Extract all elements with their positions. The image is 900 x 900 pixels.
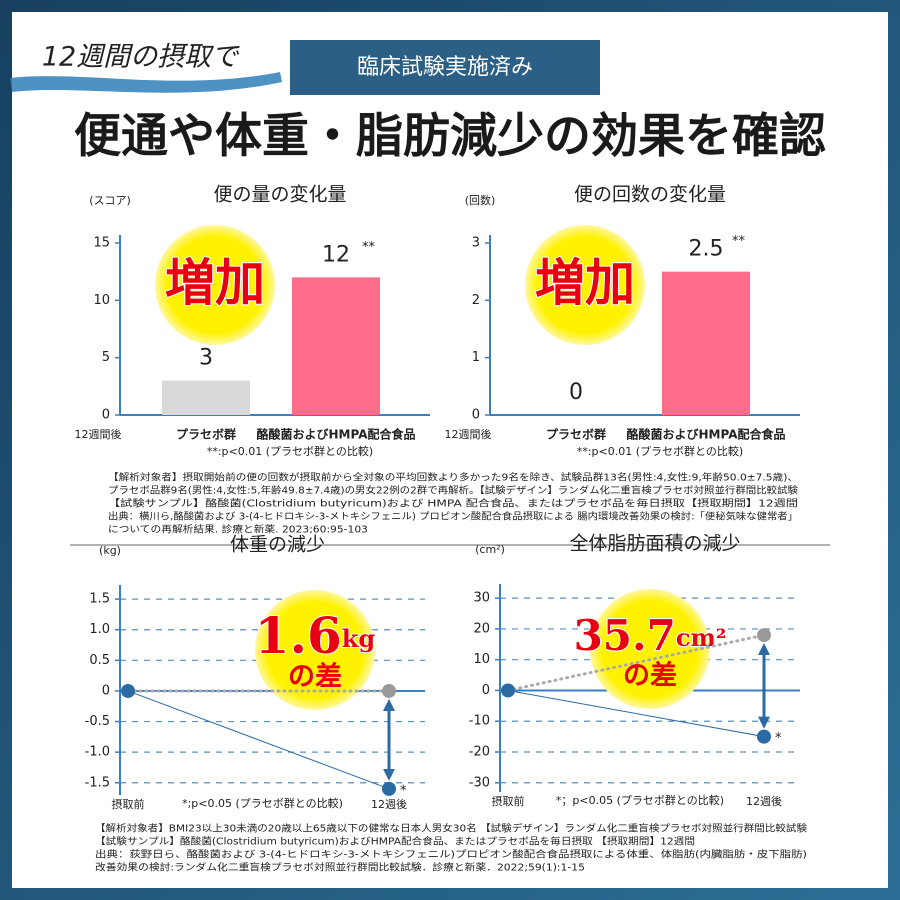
value-note: ** [732,234,746,249]
note-line: 出典：横川ら,酪酸菌および 3-(4-ヒドロキシ-3-メトキシフェニル) プロピ… [108,511,798,523]
y-tick-label: 30 [473,591,490,606]
footnote: *;p<0.05 (プラセボ群との比較) [182,796,343,810]
badge-text: 増加 [165,253,265,312]
y-tick-label: 10 [473,652,490,667]
badge-circle [255,590,375,710]
data-point [382,781,396,796]
badge-text: 増加 [535,253,635,312]
badge-unit: kg [342,624,376,653]
footnote: **:p<0.01 (プラセボ群との比較) [577,444,743,458]
y-tick-label: -20 [469,745,490,760]
value-label: 3 [199,346,213,371]
y-tick-label: 1.0 [89,622,110,637]
bar [162,380,250,415]
y-tick-label: -30 [469,775,490,790]
badge: 増加 [525,225,645,345]
data-point [382,683,396,698]
data-point [501,683,515,698]
note-line: についての再解析結果. 診療と新薬. 2023;60:95-103 [108,524,368,536]
y-tick-label: -1.5 [85,775,110,790]
bar [662,271,750,415]
y-tick-label: 2 [472,293,480,308]
x-tick-label: 摂取前 [112,797,145,811]
series-line [507,689,765,738]
badge [290,40,600,95]
y-tick-label: 3 [472,236,480,251]
y-tick-label: 20 [473,621,490,636]
y-tick-label: 1 [472,350,480,365]
x-tick-label: 12週後 [371,797,407,811]
panel [12,12,888,888]
x-tick-label: 摂取前 [492,794,525,808]
x-tick-label: プラセボ群 [176,427,236,442]
x-label: 12週間後 [445,427,492,441]
y-tick-label: -10 [469,714,490,729]
note-line: 出典：荻野日ら、酪酸菌および 3-(4-ヒドロキシ-3-メトキシフェニル)プロピ… [95,849,807,861]
note-line: 【解析対象者】摂取開始前の便の回数が摂取前から全対象の平均回数より多かった9名を… [108,472,798,484]
y-tick-label: 0 [102,408,110,423]
badge-number: 35.7 [574,611,676,660]
y-unit: (kg) [99,544,121,557]
y-tick-label: 15 [93,236,110,251]
value-note: ** [362,240,376,255]
chart-title: 体重の減少 [230,534,325,556]
y-tick-label: 0 [102,683,110,698]
value-label: 12 [322,242,350,267]
handwritten-caption: 12週間の摂取で [42,42,240,73]
series-line [506,633,766,692]
end-note: * [775,731,782,746]
badge-unit: cm² [676,623,727,652]
note-line: プラセボ品群9名(男性:4,女性:5,年齢49.8±7.4歳)の男女22例の2群… [108,485,799,497]
y-tick-label: 1.5 [89,592,110,607]
end-note: * [400,783,407,798]
y-tick-label: 0 [482,683,490,698]
y-tick-label: 5 [102,350,110,365]
x-tick-label: 酪酸菌およびHMPA配合食品 [627,427,786,442]
y-tick-label: -0.5 [85,714,110,729]
series-line [127,690,390,790]
badge-circle [590,589,710,709]
y-unit: (cm²) [475,543,505,556]
footnote: *；p<0.05 (プラセボ群との比較) [556,793,724,807]
x-tick-label: プラセボ群 [546,427,606,442]
brush-stroke [10,72,282,93]
main-title: 便通や体重・脂肪減少の効果を確認 [74,109,826,164]
bar [292,277,380,415]
value-label: 2.5 [689,237,724,262]
note-line: 【解析対象者】BMI23以上30未満の20歳以上65歳以下の健常な日本人男女30… [95,823,808,835]
x-label: 12週間後 [75,427,122,441]
footnote: **:p<0.01 (プラセボ群との比較) [207,444,373,458]
value-label: 0 [569,380,583,405]
y-unit: (回数) [465,194,496,207]
note-line: 【試験サンプル】酪酸菌(Clostridium butyricum)および HM… [108,498,798,510]
y-tick-label: 10 [93,293,110,308]
badge: 増加 [155,225,275,345]
badge-sub: の差 [288,661,342,693]
badge-circle [525,225,645,345]
chart-title: 便の回数の変化量 [574,184,726,206]
x-tick-label: 12週後 [746,794,782,808]
y-tick-label: 0.5 [89,653,110,668]
data-point [757,628,771,643]
chart-title: 全体脂肪面積の減少 [569,533,740,555]
y-tick-label: 0 [472,408,480,423]
data-point [757,729,771,744]
data-point [121,683,135,698]
x-tick-label: 酪酸菌およびHMPA配合食品 [257,427,416,442]
badge-number: 1.6 [255,606,342,665]
badge-circle [155,225,275,345]
badge-text: 臨床試験実施済み [357,55,533,80]
y-tick-label: -1.0 [85,745,110,760]
y-unit: (スコア) [89,194,131,207]
note-line: 【試験サンプル】酪酸菌(Clostridium butyricum)およびHMP… [95,836,695,848]
note-line: 改善効果の検討:ランダム化二重盲検プラセボ対照並行群間比較試験．診療と新薬．20… [95,862,585,874]
badge-value: 35.7cm² [574,611,727,660]
chart-title: 便の量の変化量 [213,184,346,206]
badge-value: 1.6kg [255,606,376,665]
